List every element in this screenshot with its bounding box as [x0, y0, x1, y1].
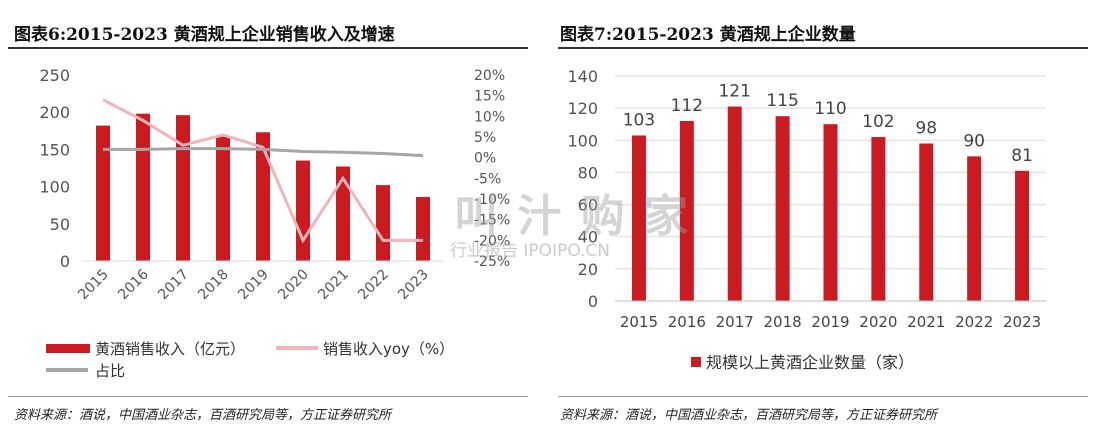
count-bar: [631, 135, 646, 301]
right-axis-tick-label: -25%: [474, 254, 510, 270]
x-axis-tick-label: 2015: [620, 313, 658, 331]
right-axis-tick-label: 5%: [474, 130, 496, 146]
count-bar: [1015, 170, 1030, 301]
left-axis-tick-label: 0: [60, 252, 70, 271]
count-bar: [919, 143, 934, 301]
x-axis-tick-label: 2017: [716, 313, 754, 331]
x-axis-tick-label: 2015: [75, 267, 112, 304]
left-chart-panel: 图表6:2015-2023 黄酒规上企业销售收入及增速 0 50 100 150 200…: [0, 0, 540, 444]
revenue-bar: [96, 125, 110, 261]
bar-data-label: 121: [718, 82, 750, 102]
y-axis-tick-label: 20: [578, 260, 598, 279]
legend-swatch-revenue: [46, 344, 90, 353]
x-axis-tick-label: 2019: [811, 313, 849, 331]
enterprise-count-chart: 0 20 40 60 80 100 120 140 103 112 121 115 110 102 98 90…: [567, 67, 1046, 372]
x-axis-tick-label: 2021: [315, 267, 352, 304]
bar-data-label: 98: [915, 119, 937, 139]
bar-data-label: 110: [814, 99, 846, 119]
x-axis-tick-label: 2023: [1003, 313, 1041, 331]
left-source-note: 资料来源：酒说，中国酒业杂志，百酒研究局等，方正证券研究所: [14, 408, 392, 423]
revenue-bar: [256, 132, 270, 261]
left-title-rule: [8, 47, 528, 49]
right-axis-tick-label: 15%: [474, 89, 505, 105]
x-axis-tick-label: 2018: [195, 267, 232, 304]
right-axis-tick-label: 20%: [474, 68, 505, 84]
revenue-bar: [416, 197, 430, 261]
x-axis-tick-label: 2021: [907, 313, 945, 331]
bar-data-label: 81: [1011, 146, 1033, 166]
bar-data-label: 103: [623, 110, 655, 130]
left-chart-title: 图表6:2015-2023 黄酒规上企业销售收入及增速: [14, 25, 395, 45]
x-axis-tick-label: 2017: [155, 267, 192, 304]
y-axis-tick-label: 140: [567, 67, 598, 86]
bar-data-label: 115: [766, 91, 798, 111]
legend-label-revenue: 黄酒销售收入（亿元）: [95, 340, 245, 358]
left-axis-tick-label: 50: [50, 215, 70, 234]
count-bar: [679, 121, 694, 301]
revenue-bar: [336, 166, 350, 261]
right-axis-tick-label: -10%: [474, 192, 510, 208]
legend-label-share: 占比: [95, 362, 125, 380]
count-bar: [871, 137, 886, 301]
x-axis-tick-label: 2022: [955, 313, 993, 331]
count-bar: [727, 106, 742, 302]
yoy-line: [102, 98, 423, 244]
x-axis-tick-label: 2016: [115, 266, 152, 303]
y-axis-tick-label: 0: [588, 292, 598, 311]
x-axis-tick-label: 2023: [395, 267, 432, 304]
legend-swatch-count: [691, 357, 701, 367]
right-axis-tick-label: 10%: [474, 109, 505, 125]
bar-data-label: 102: [862, 112, 894, 132]
x-axis-tick-label: 2020: [275, 267, 312, 304]
right-chart-panel: 图表7:2015-2023 黄酒规上企业数量 0 20 40 60 80 100 120 14…: [558, 0, 1098, 444]
revenue-bar: [216, 136, 230, 261]
right-axis-tick-label: -5%: [474, 171, 501, 187]
right-source-rule: [558, 396, 1088, 397]
x-axis-tick-label: 2020: [859, 313, 897, 331]
right-source-note: 资料来源：酒说，中国酒业杂志，百酒研究局等，方正证券研究所: [560, 408, 938, 423]
right-axis-tick-label: -20%: [474, 233, 510, 249]
left-source-rule: [8, 396, 528, 397]
revenue-chart: 0 50 100 150 200 250 -25% -20% -15% -10% -5% 0% 5% 10…: [39, 66, 510, 380]
y-axis-tick-label: 80: [578, 163, 598, 182]
x-axis-tick-label: 2016: [668, 313, 706, 331]
bar-data-label: 112: [671, 96, 703, 116]
revenue-bar: [376, 185, 390, 261]
count-bar: [967, 156, 982, 301]
legend-label-yoy: 销售收入yoy（%）: [323, 340, 454, 358]
legend-label-count: 规模以上黄酒企业数量（家）: [706, 353, 914, 372]
revenue-bar: [176, 115, 190, 262]
revenue-bar: [136, 113, 150, 261]
x-axis-tick-label: 2019: [235, 267, 272, 304]
right-title-rule: [558, 47, 1088, 49]
y-axis-tick-label: 120: [567, 99, 598, 118]
left-axis-tick-label: 250: [39, 66, 70, 85]
left-axis-tick-label: 150: [39, 140, 70, 159]
y-axis-tick-label: 60: [578, 196, 598, 215]
count-bar: [823, 124, 838, 301]
x-axis-tick-label: 2022: [355, 267, 392, 304]
right-axis-tick-label: 0%: [474, 151, 496, 167]
share-line: [103, 147, 424, 158]
count-bar: [775, 116, 790, 301]
left-axis-tick-label: 200: [39, 103, 70, 122]
y-axis-tick-label: 40: [578, 228, 598, 247]
right-axis-tick-label: -15%: [474, 213, 510, 229]
bar-data-label: 90: [963, 131, 985, 151]
right-chart-title: 图表7:2015-2023 黄酒规上企业数量: [560, 25, 856, 45]
x-axis-tick-label: 2018: [764, 313, 802, 331]
y-axis-tick-label: 100: [567, 131, 598, 150]
left-axis-tick-label: 100: [39, 178, 70, 197]
revenue-bar: [296, 160, 310, 261]
